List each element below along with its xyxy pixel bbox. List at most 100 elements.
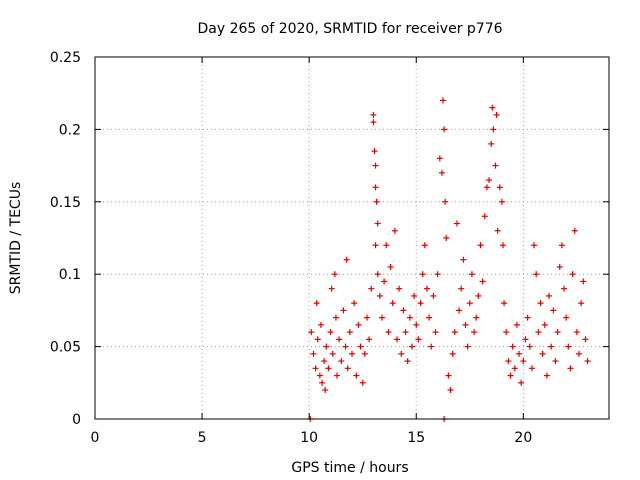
data-point xyxy=(489,104,496,111)
data-point xyxy=(378,314,385,321)
data-point xyxy=(548,343,555,350)
data-point xyxy=(499,242,506,249)
y-axis-label: SRMTID / TECUs xyxy=(8,182,24,295)
data-point xyxy=(473,314,480,321)
data-point xyxy=(371,148,378,155)
x-tick-label: 0 xyxy=(91,430,100,446)
data-point xyxy=(344,365,351,372)
data-point xyxy=(308,329,315,336)
data-point xyxy=(576,350,583,357)
data-point xyxy=(415,336,422,343)
data-point xyxy=(453,220,460,227)
data-point xyxy=(516,350,523,357)
y-tick-label: 0.2 xyxy=(59,122,81,138)
data-point xyxy=(541,321,548,328)
data-point xyxy=(363,314,370,321)
data-point xyxy=(488,140,495,147)
data-point xyxy=(381,278,388,285)
data-point xyxy=(531,242,538,249)
data-point xyxy=(543,372,550,379)
data-point xyxy=(393,336,400,343)
data-point xyxy=(569,271,576,278)
data-point xyxy=(417,300,424,307)
data-point xyxy=(546,292,553,299)
data-point xyxy=(486,177,493,184)
data-point xyxy=(327,329,334,336)
data-point xyxy=(443,235,450,241)
data-point xyxy=(314,336,321,343)
data-point xyxy=(582,336,589,343)
data-point xyxy=(449,350,456,357)
data-point xyxy=(565,343,572,350)
data-point xyxy=(430,292,437,299)
data-point xyxy=(423,285,430,292)
data-point xyxy=(456,307,463,314)
data-point xyxy=(372,184,379,191)
data-point xyxy=(357,343,364,350)
data-point xyxy=(460,256,467,263)
data-point xyxy=(374,220,381,227)
data-point xyxy=(462,321,469,328)
data-point xyxy=(368,285,375,292)
data-point xyxy=(349,350,355,357)
data-point xyxy=(539,350,546,357)
data-point xyxy=(372,242,379,249)
data-point xyxy=(509,343,516,350)
data-point xyxy=(359,379,366,386)
data-point xyxy=(428,343,435,350)
data-point xyxy=(494,227,501,234)
data-point xyxy=(340,307,347,314)
data-point xyxy=(464,343,471,350)
data-point xyxy=(561,285,568,292)
data-point xyxy=(406,314,413,321)
data-point xyxy=(479,278,486,285)
data-point xyxy=(408,343,415,350)
data-point xyxy=(387,263,394,270)
data-point xyxy=(578,300,585,307)
data-point xyxy=(567,365,574,372)
data-point xyxy=(325,365,332,372)
data-point xyxy=(376,292,383,299)
data-point xyxy=(312,365,319,372)
data-point xyxy=(421,242,428,249)
data-point xyxy=(346,329,353,336)
data-point xyxy=(571,227,578,234)
data-point xyxy=(520,358,527,365)
data-point xyxy=(493,111,500,118)
data-point xyxy=(313,300,320,307)
data-point xyxy=(419,271,426,278)
data-point xyxy=(483,184,490,191)
data-point xyxy=(331,271,338,278)
y-tick-label: 0.05 xyxy=(50,340,81,356)
data-point xyxy=(563,314,570,321)
data-point xyxy=(550,307,557,314)
data-point xyxy=(398,350,405,357)
data-point xyxy=(466,300,473,307)
data-point xyxy=(366,336,373,343)
grid-lines xyxy=(95,57,609,419)
data-point xyxy=(438,169,445,176)
data-point xyxy=(317,321,324,328)
axis-ticks xyxy=(94,56,609,420)
data-point xyxy=(343,256,350,263)
data-point xyxy=(374,271,381,278)
plot-frame xyxy=(94,56,610,420)
data-point xyxy=(332,314,339,321)
data-point xyxy=(389,300,396,307)
data-point xyxy=(342,343,349,350)
data-point xyxy=(526,343,533,350)
chart-title: Day 265 of 2020, SRMTID for receiver p77… xyxy=(197,21,502,37)
x-axis-label: GPS time / hours xyxy=(291,460,408,476)
data-point xyxy=(391,227,398,234)
data-point xyxy=(310,350,317,357)
data-point xyxy=(426,314,433,321)
data-point xyxy=(528,365,535,372)
x-tick-label: 20 xyxy=(514,430,532,446)
data-point xyxy=(404,358,411,365)
data-point xyxy=(370,119,377,126)
data-point xyxy=(323,343,330,350)
data-point xyxy=(372,162,379,169)
data-point xyxy=(411,292,418,299)
data-point xyxy=(432,329,439,336)
